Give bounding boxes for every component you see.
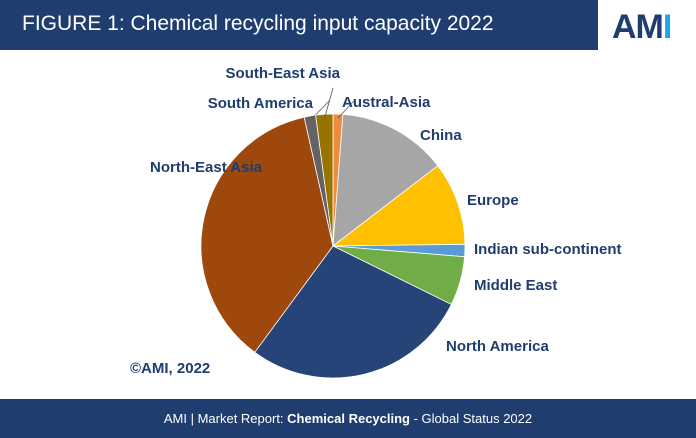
slice-europe bbox=[331, 165, 466, 247]
copyright: ©AMI, 2022 bbox=[130, 360, 211, 377]
slice-label: North America bbox=[446, 338, 549, 355]
slice-south-east-asia bbox=[315, 113, 334, 247]
leader-line bbox=[337, 100, 355, 119]
leader-line bbox=[324, 87, 334, 119]
slice-label: Austral-Asia bbox=[342, 94, 431, 111]
header-bar: FIGURE 1: Chemical recycling input capac… bbox=[0, 0, 598, 50]
slice-label: Europe bbox=[467, 192, 519, 209]
slice-label: Indian sub-continent bbox=[474, 241, 622, 258]
slice-china bbox=[332, 113, 439, 247]
leader-line bbox=[310, 99, 331, 121]
footer-bar: AMI | Market Report: Chemical Recycling … bbox=[0, 399, 696, 438]
slice-label: South America bbox=[208, 95, 314, 112]
slice-label: North-East Asia bbox=[150, 159, 263, 176]
slice-north-america bbox=[254, 245, 452, 379]
slice-label: Middle East bbox=[474, 277, 557, 294]
slice-north-east-asia bbox=[200, 116, 334, 353]
ami-logo: AMI bbox=[612, 8, 672, 46]
figure-title: FIGURE 1: Chemical recycling input capac… bbox=[22, 12, 494, 35]
slice-label: South-East Asia bbox=[226, 65, 341, 82]
slice-label: China bbox=[420, 127, 462, 144]
